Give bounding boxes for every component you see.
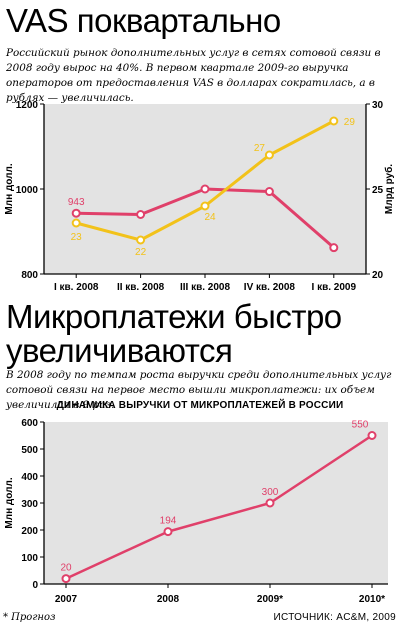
series-0-data-label: 550 bbox=[352, 420, 369, 431]
source-credit: ИСТОЧНИК: AC&M, 2009 bbox=[273, 612, 396, 623]
y-tick-label: 100 bbox=[21, 553, 38, 564]
series-0-line bbox=[65, 434, 373, 580]
x-tick-label: I кв. 2009 bbox=[312, 282, 357, 293]
series-1-point bbox=[71, 218, 81, 228]
x-tick-label: 2009* bbox=[257, 594, 283, 605]
series-1-point bbox=[264, 150, 274, 160]
chart2-title-line2: увеличиваются bbox=[6, 332, 233, 369]
series-0-data-label: 194 bbox=[160, 516, 177, 527]
y-right-tick-label: 25 bbox=[372, 185, 384, 196]
series-1-data-label: 29 bbox=[344, 117, 356, 128]
chart1-title: VAS поквартально bbox=[6, 2, 281, 39]
series-1-data-label: 23 bbox=[71, 232, 83, 243]
series-0-data-label: 20 bbox=[60, 563, 72, 574]
series-0-point bbox=[136, 210, 146, 219]
y-tick-label: 0 bbox=[32, 580, 38, 591]
y-tick-label: 400 bbox=[21, 472, 38, 483]
series-0-point bbox=[61, 574, 71, 584]
y-right-tick-label: 20 bbox=[372, 270, 384, 281]
series-1-point bbox=[329, 116, 339, 126]
chart2-title-line1: Микроплатежи быстро bbox=[6, 298, 342, 335]
series-0-point bbox=[367, 431, 377, 440]
y-tick-label: 600 bbox=[21, 418, 38, 429]
chart2-svg: 0 100 200 300 400 500 600 2007 2008 2009* 2010* Млн… bbox=[4, 418, 388, 605]
y-tick-label: 800 bbox=[21, 270, 38, 281]
y-tick-label: 300 bbox=[21, 499, 38, 510]
series-0-point bbox=[163, 527, 173, 537]
chart2-title: Микроплатежи быстро увеличиваются bbox=[6, 300, 342, 368]
x-tick-label: 2008 bbox=[157, 594, 180, 605]
chart2-lead: В 2008 году по темпам роста выручки сред… bbox=[6, 369, 392, 411]
x-tick-label: I кв. 2008 bbox=[54, 282, 99, 293]
series-0-point bbox=[200, 184, 210, 194]
series-0-point bbox=[264, 187, 274, 197]
series-1-data-label: 22 bbox=[135, 247, 147, 258]
x-tick-label: 2010* bbox=[359, 594, 385, 605]
series-1-data-label: 24 bbox=[204, 212, 216, 223]
plot-area bbox=[44, 422, 388, 584]
series-0-point bbox=[71, 208, 81, 218]
y-tick-label: 1000 bbox=[16, 185, 39, 196]
series-0-data-label: 300 bbox=[262, 487, 279, 498]
x-tick-label: 2007 bbox=[55, 594, 78, 605]
series-0-point bbox=[265, 498, 275, 508]
y-axis-label: Млн долл. bbox=[4, 477, 15, 528]
x-tick-label: IV кв. 2008 bbox=[244, 282, 296, 293]
chart1-svg: 800 1000 1200 20 25 30 I кв. 2008 II кв. 2008 II… bbox=[4, 100, 395, 293]
x-tick-label: III кв. 2008 bbox=[180, 282, 231, 293]
chart1-lead: Российский рынок дополнительных услуг в … bbox=[6, 47, 381, 104]
y-axis-label: Млн долл. bbox=[4, 163, 15, 214]
series-0-data-label: 943 bbox=[68, 197, 85, 208]
series-1-data-label: 27 bbox=[254, 143, 266, 154]
x-tick-label: II кв. 2008 bbox=[117, 282, 165, 293]
y-tick-label: 500 bbox=[21, 445, 38, 456]
chart2-subtitle: ДИНАМИКА ВЫРУЧКИ ОТ МИКРОПЛАТЕЖЕЙ В РОСС… bbox=[56, 400, 344, 411]
footnote: * Прогноз bbox=[3, 612, 56, 623]
series-0-point bbox=[329, 243, 339, 253]
series-1-point bbox=[200, 201, 210, 211]
y-right-tick-label: 30 bbox=[372, 100, 384, 111]
series-1-point bbox=[136, 235, 146, 245]
y-tick-label: 200 bbox=[21, 526, 38, 537]
y-tick-label: 1200 bbox=[16, 100, 39, 111]
y-axis-label-right: Млрд руб. bbox=[383, 164, 395, 214]
